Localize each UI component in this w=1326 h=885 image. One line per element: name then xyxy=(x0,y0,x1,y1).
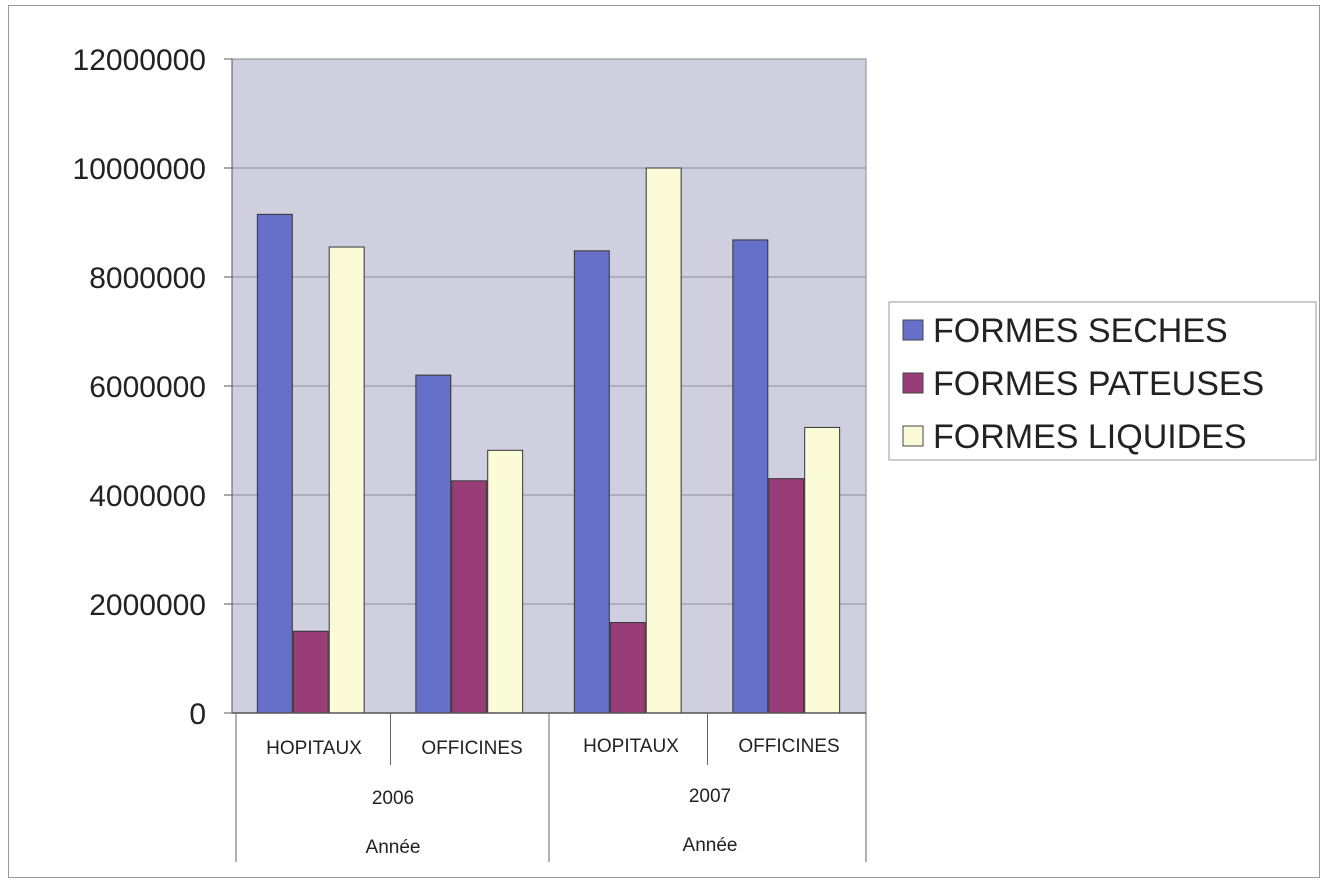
bar xyxy=(256,213,293,714)
bar xyxy=(328,246,365,714)
category-label: HOPITAUX xyxy=(266,738,362,759)
y-tick-label: 4000000 xyxy=(89,480,206,513)
legend: FORMES SECHES FORMES PATEUSES FORMES LIQ… xyxy=(888,301,1317,461)
category-label: OFFICINES xyxy=(738,736,839,757)
bar xyxy=(645,167,682,714)
bars xyxy=(256,167,841,714)
bar xyxy=(292,630,329,714)
legend-label: FORMES LIQUIDES xyxy=(933,418,1247,456)
group-label-2006: 2006 xyxy=(372,788,414,809)
group-label-2007: 2007 xyxy=(689,786,731,807)
legend-label: FORMES SECHES xyxy=(933,312,1228,350)
bar xyxy=(804,426,841,714)
bar xyxy=(768,478,805,714)
axes: 0 2000000 4000000 6000000 8000000 10000000 120… xyxy=(73,44,867,862)
legend-label: FORMES PATEUSES xyxy=(933,365,1264,403)
y-tick-label: 6000000 xyxy=(89,371,206,404)
bar xyxy=(732,239,769,714)
legend-swatch-formes-pateuses xyxy=(902,372,924,394)
bar xyxy=(451,480,488,714)
y-tick-label: 0 xyxy=(189,698,206,731)
y-tick-label: 12000000 xyxy=(73,44,206,77)
category-label: HOPITAUX xyxy=(583,736,679,757)
group-sublabel: Année xyxy=(366,837,421,858)
legend-swatch-formes-seches xyxy=(902,319,924,341)
bar xyxy=(609,622,646,714)
group-sublabel: Année xyxy=(683,835,738,856)
category-label: OFFICINES xyxy=(421,738,522,759)
bar xyxy=(415,374,452,714)
bar xyxy=(573,250,610,714)
y-tick-label: 10000000 xyxy=(73,153,206,186)
category-axis: HOPITAUX OFFICINES HOPITAUX OFFICINES 20… xyxy=(266,736,840,858)
legend-swatch-formes-liquides xyxy=(902,425,924,447)
legend-box xyxy=(888,301,1317,461)
y-tick-label: 8000000 xyxy=(89,262,206,295)
bar xyxy=(487,449,524,714)
y-tick-label: 2000000 xyxy=(89,589,206,622)
